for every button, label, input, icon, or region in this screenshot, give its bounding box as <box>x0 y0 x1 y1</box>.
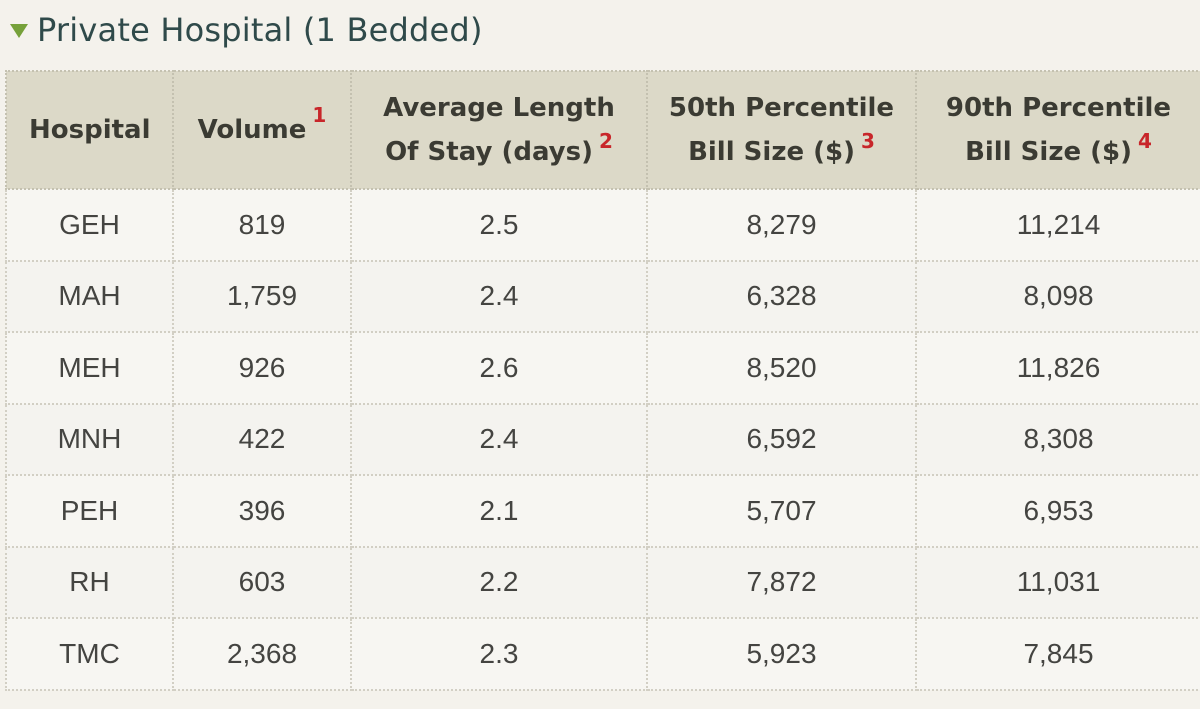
cell-hospital: TMC <box>6 618 173 690</box>
cell-volume: 819 <box>173 189 351 261</box>
footnote-marker-1[interactable]: 1 <box>312 103 326 127</box>
cell-alos: 2.1 <box>351 475 647 547</box>
footnote-marker-2[interactable]: 2 <box>599 129 613 153</box>
header-50th-percentile-bill: 50th Percentile Bill Size ($) 3 <box>647 71 916 189</box>
header-p50-label-line2: Bill Size ($) <box>688 137 855 167</box>
header-p90-label-line2: Bill Size ($) <box>965 137 1132 167</box>
table-row: TMC 2,368 2.3 5,923 7,845 <box>6 618 1200 690</box>
table-header-row: Hospital Volume 1 Average Length Of Stay … <box>6 71 1200 189</box>
cell-volume: 603 <box>173 547 351 619</box>
footnote-marker-3[interactable]: 3 <box>861 129 875 153</box>
table-row: PEH 396 2.1 5,707 6,953 <box>6 475 1200 547</box>
table-row: GEH 819 2.5 8,279 11,214 <box>6 189 1200 261</box>
cell-hospital: MEH <box>6 332 173 404</box>
hospital-table-container: Hospital Volume 1 Average Length Of Stay … <box>5 70 1200 691</box>
cell-hospital: PEH <box>6 475 173 547</box>
section-title: Private Hospital (1 Bedded) <box>37 11 483 49</box>
cell-hospital: MAH <box>6 261 173 333</box>
cell-alos: 2.4 <box>351 404 647 476</box>
cell-hospital: RH <box>6 547 173 619</box>
header-alos-label-line1: Average Length <box>383 93 615 123</box>
cell-p90-bill: 11,214 <box>916 189 1200 261</box>
cell-hospital: GEH <box>6 189 173 261</box>
cell-alos: 2.3 <box>351 618 647 690</box>
header-p50-label-line1: 50th Percentile <box>669 93 894 123</box>
cell-p90-bill: 11,826 <box>916 332 1200 404</box>
cell-p90-bill: 7,845 <box>916 618 1200 690</box>
cell-p90-bill: 8,098 <box>916 261 1200 333</box>
cell-volume: 926 <box>173 332 351 404</box>
table-row: MEH 926 2.6 8,520 11,826 <box>6 332 1200 404</box>
header-volume-label: Volume <box>198 115 307 145</box>
footnote-marker-4[interactable]: 4 <box>1138 129 1152 153</box>
cell-volume: 2,368 <box>173 618 351 690</box>
header-90th-percentile-bill: 90th Percentile Bill Size ($) 4 <box>916 71 1200 189</box>
header-hospital-label: Hospital <box>29 115 151 145</box>
header-alos-label-line2: Of Stay (days) <box>385 137 593 167</box>
cell-p50-bill: 7,872 <box>647 547 916 619</box>
cell-p90-bill: 8,308 <box>916 404 1200 476</box>
expand-triangle-icon <box>10 24 28 38</box>
header-average-length-of-stay: Average Length Of Stay (days) 2 <box>351 71 647 189</box>
cell-p50-bill: 8,520 <box>647 332 916 404</box>
cell-p50-bill: 5,707 <box>647 475 916 547</box>
cell-volume: 396 <box>173 475 351 547</box>
header-hospital: Hospital <box>6 71 173 189</box>
cell-hospital: MNH <box>6 404 173 476</box>
cell-p50-bill: 8,279 <box>647 189 916 261</box>
cell-p90-bill: 11,031 <box>916 547 1200 619</box>
cell-volume: 422 <box>173 404 351 476</box>
cell-p90-bill: 6,953 <box>916 475 1200 547</box>
cell-alos: 2.5 <box>351 189 647 261</box>
cell-alos: 2.4 <box>351 261 647 333</box>
table-row: MAH 1,759 2.4 6,328 8,098 <box>6 261 1200 333</box>
cell-alos: 2.6 <box>351 332 647 404</box>
cell-volume: 1,759 <box>173 261 351 333</box>
table-row: RH 603 2.2 7,872 11,031 <box>6 547 1200 619</box>
cell-p50-bill: 6,592 <box>647 404 916 476</box>
cell-alos: 2.2 <box>351 547 647 619</box>
header-p90-label-line1: 90th Percentile <box>946 93 1171 123</box>
cell-p50-bill: 6,328 <box>647 261 916 333</box>
header-volume: Volume 1 <box>173 71 351 189</box>
cell-p50-bill: 5,923 <box>647 618 916 690</box>
hospital-stats-table: Hospital Volume 1 Average Length Of Stay … <box>5 70 1200 691</box>
table-row: MNH 422 2.4 6,592 8,308 <box>6 404 1200 476</box>
section-toggle[interactable]: Private Hospital (1 Bedded) <box>10 8 483 52</box>
